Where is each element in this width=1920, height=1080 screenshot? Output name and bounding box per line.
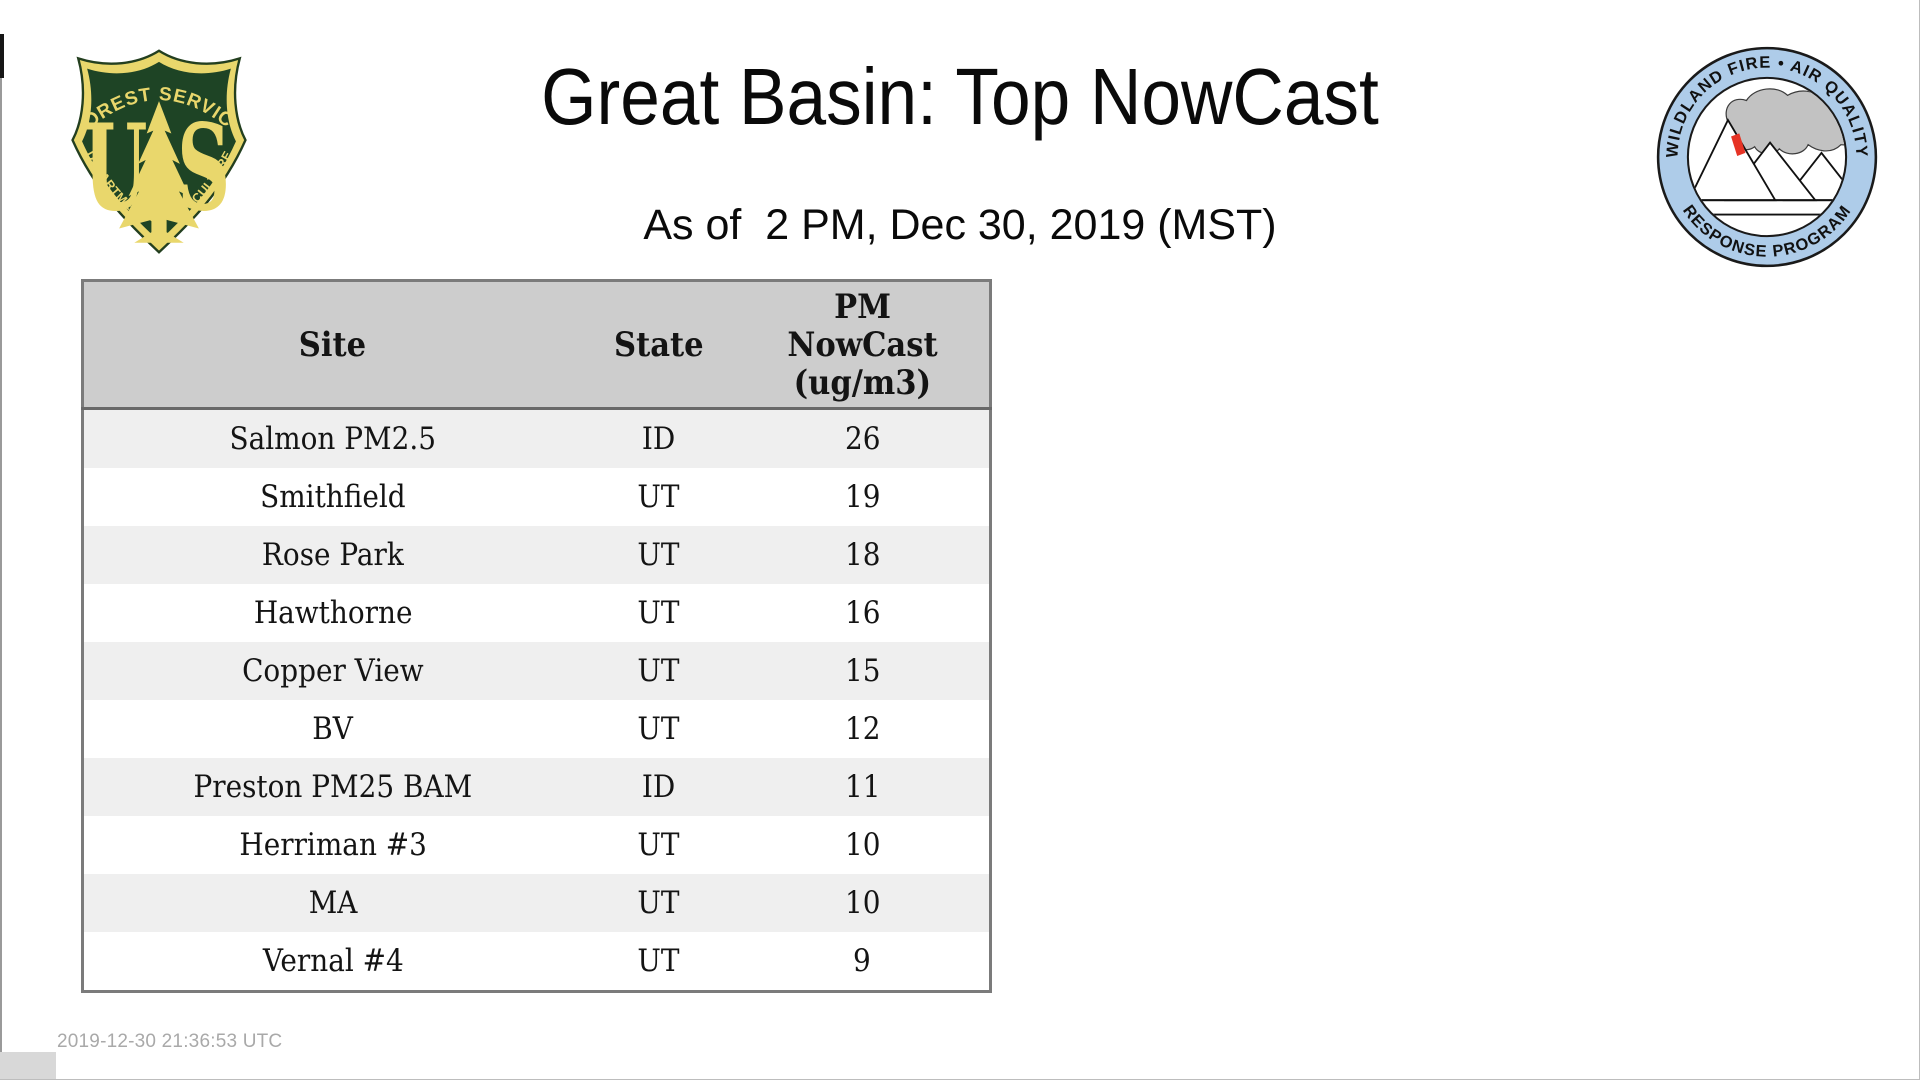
table-row: Smithfield UT 19: [82, 468, 991, 526]
cell-state: UT: [637, 885, 680, 921]
cell-value: 19: [844, 479, 881, 515]
flame-icon: [1731, 133, 1746, 156]
cell-site: Hawthorne: [253, 595, 413, 631]
table-row: BV UT 12: [82, 700, 991, 758]
table-row: Rose Park UT 18: [82, 526, 991, 584]
cell-value: 18: [844, 537, 881, 573]
cell-value: 10: [844, 827, 881, 863]
cell-site: MA: [308, 885, 358, 921]
page-subtitle: As of 2 PM, Dec 30, 2019 (MST): [643, 201, 1277, 249]
cell-state: UT: [637, 827, 680, 863]
nowcast-table: Site State PM NowCast (ug/m3) Salmon PM2…: [81, 279, 992, 993]
table-row: Salmon PM2.5 ID 26: [82, 408, 991, 468]
cell-value: 9: [853, 943, 872, 979]
column-header-state: State: [581, 280, 736, 410]
wfaqrp-round-icon: WILDLAND FIRE • AIR QUALITY RESPONSE PRO…: [1656, 46, 1878, 268]
bottom-left-corner-artifact: [0, 1052, 56, 1080]
cell-state: ID: [641, 769, 676, 805]
table-row: Preston PM25 BAM ID 11: [82, 758, 991, 816]
cell-site: Vernal #4: [262, 943, 404, 979]
table-row: Hawthorne UT 16: [82, 584, 991, 642]
usfs-logo: FOREST SERVICE DEPARTMENT OF AGRICULTURE…: [64, 46, 254, 257]
page-title: Great Basin: Top NowCast: [541, 52, 1379, 141]
cell-state: UT: [637, 537, 680, 573]
cell-value: 16: [844, 595, 881, 631]
cell-state: UT: [637, 711, 680, 747]
cell-state: UT: [637, 479, 680, 515]
wfaqrp-logo: WILDLAND FIRE • AIR QUALITY RESPONSE PRO…: [1654, 44, 1880, 270]
cell-site: Smithfield: [260, 479, 406, 515]
table-row: Vernal #4 UT 9: [82, 932, 991, 992]
cell-state: UT: [637, 943, 680, 979]
cell-value: 26: [844, 421, 881, 457]
cell-value: 12: [844, 711, 881, 747]
table-row: Copper View UT 15: [82, 642, 991, 700]
usfs-shield-icon: FOREST SERVICE DEPARTMENT OF AGRICULTURE…: [64, 46, 247, 254]
cell-site: Preston PM25 BAM: [193, 769, 473, 805]
table-row: MA UT 10: [82, 874, 991, 932]
cell-value: 10: [844, 885, 881, 921]
cell-state: UT: [637, 595, 680, 631]
footer-timestamp: 2019-12-30 21:36:53 UTC: [57, 1031, 283, 1052]
cell-site: Herriman #3: [239, 827, 427, 863]
cell-site: BV: [312, 711, 354, 747]
cell-state: ID: [641, 421, 676, 457]
column-header-site: Site: [82, 280, 582, 410]
table-header-row: Site State PM NowCast (ug/m3): [82, 280, 991, 410]
left-edge-artifact: [0, 34, 4, 78]
cell-site: Rose Park: [261, 537, 404, 573]
left-window-edge: [0, 76, 2, 1080]
cell-site: Salmon PM2.5: [229, 421, 437, 457]
pine-tree-icon: [119, 101, 199, 243]
column-header-pm-nowcast: PM NowCast (ug/m3): [735, 280, 991, 410]
table-row: Herriman #3 UT 10: [82, 816, 991, 874]
table-body: Salmon PM2.5 ID 26 Smithfield UT 19 Rose Park U…: [82, 408, 991, 992]
table-header: Site State PM NowCast (ug/m3): [82, 280, 991, 410]
smoke-plume-icon: [1725, 88, 1846, 155]
cell-value: 15: [844, 653, 881, 689]
cell-site: Copper View: [242, 653, 424, 689]
cell-value: 11: [844, 769, 881, 805]
cell-state: UT: [637, 653, 680, 689]
